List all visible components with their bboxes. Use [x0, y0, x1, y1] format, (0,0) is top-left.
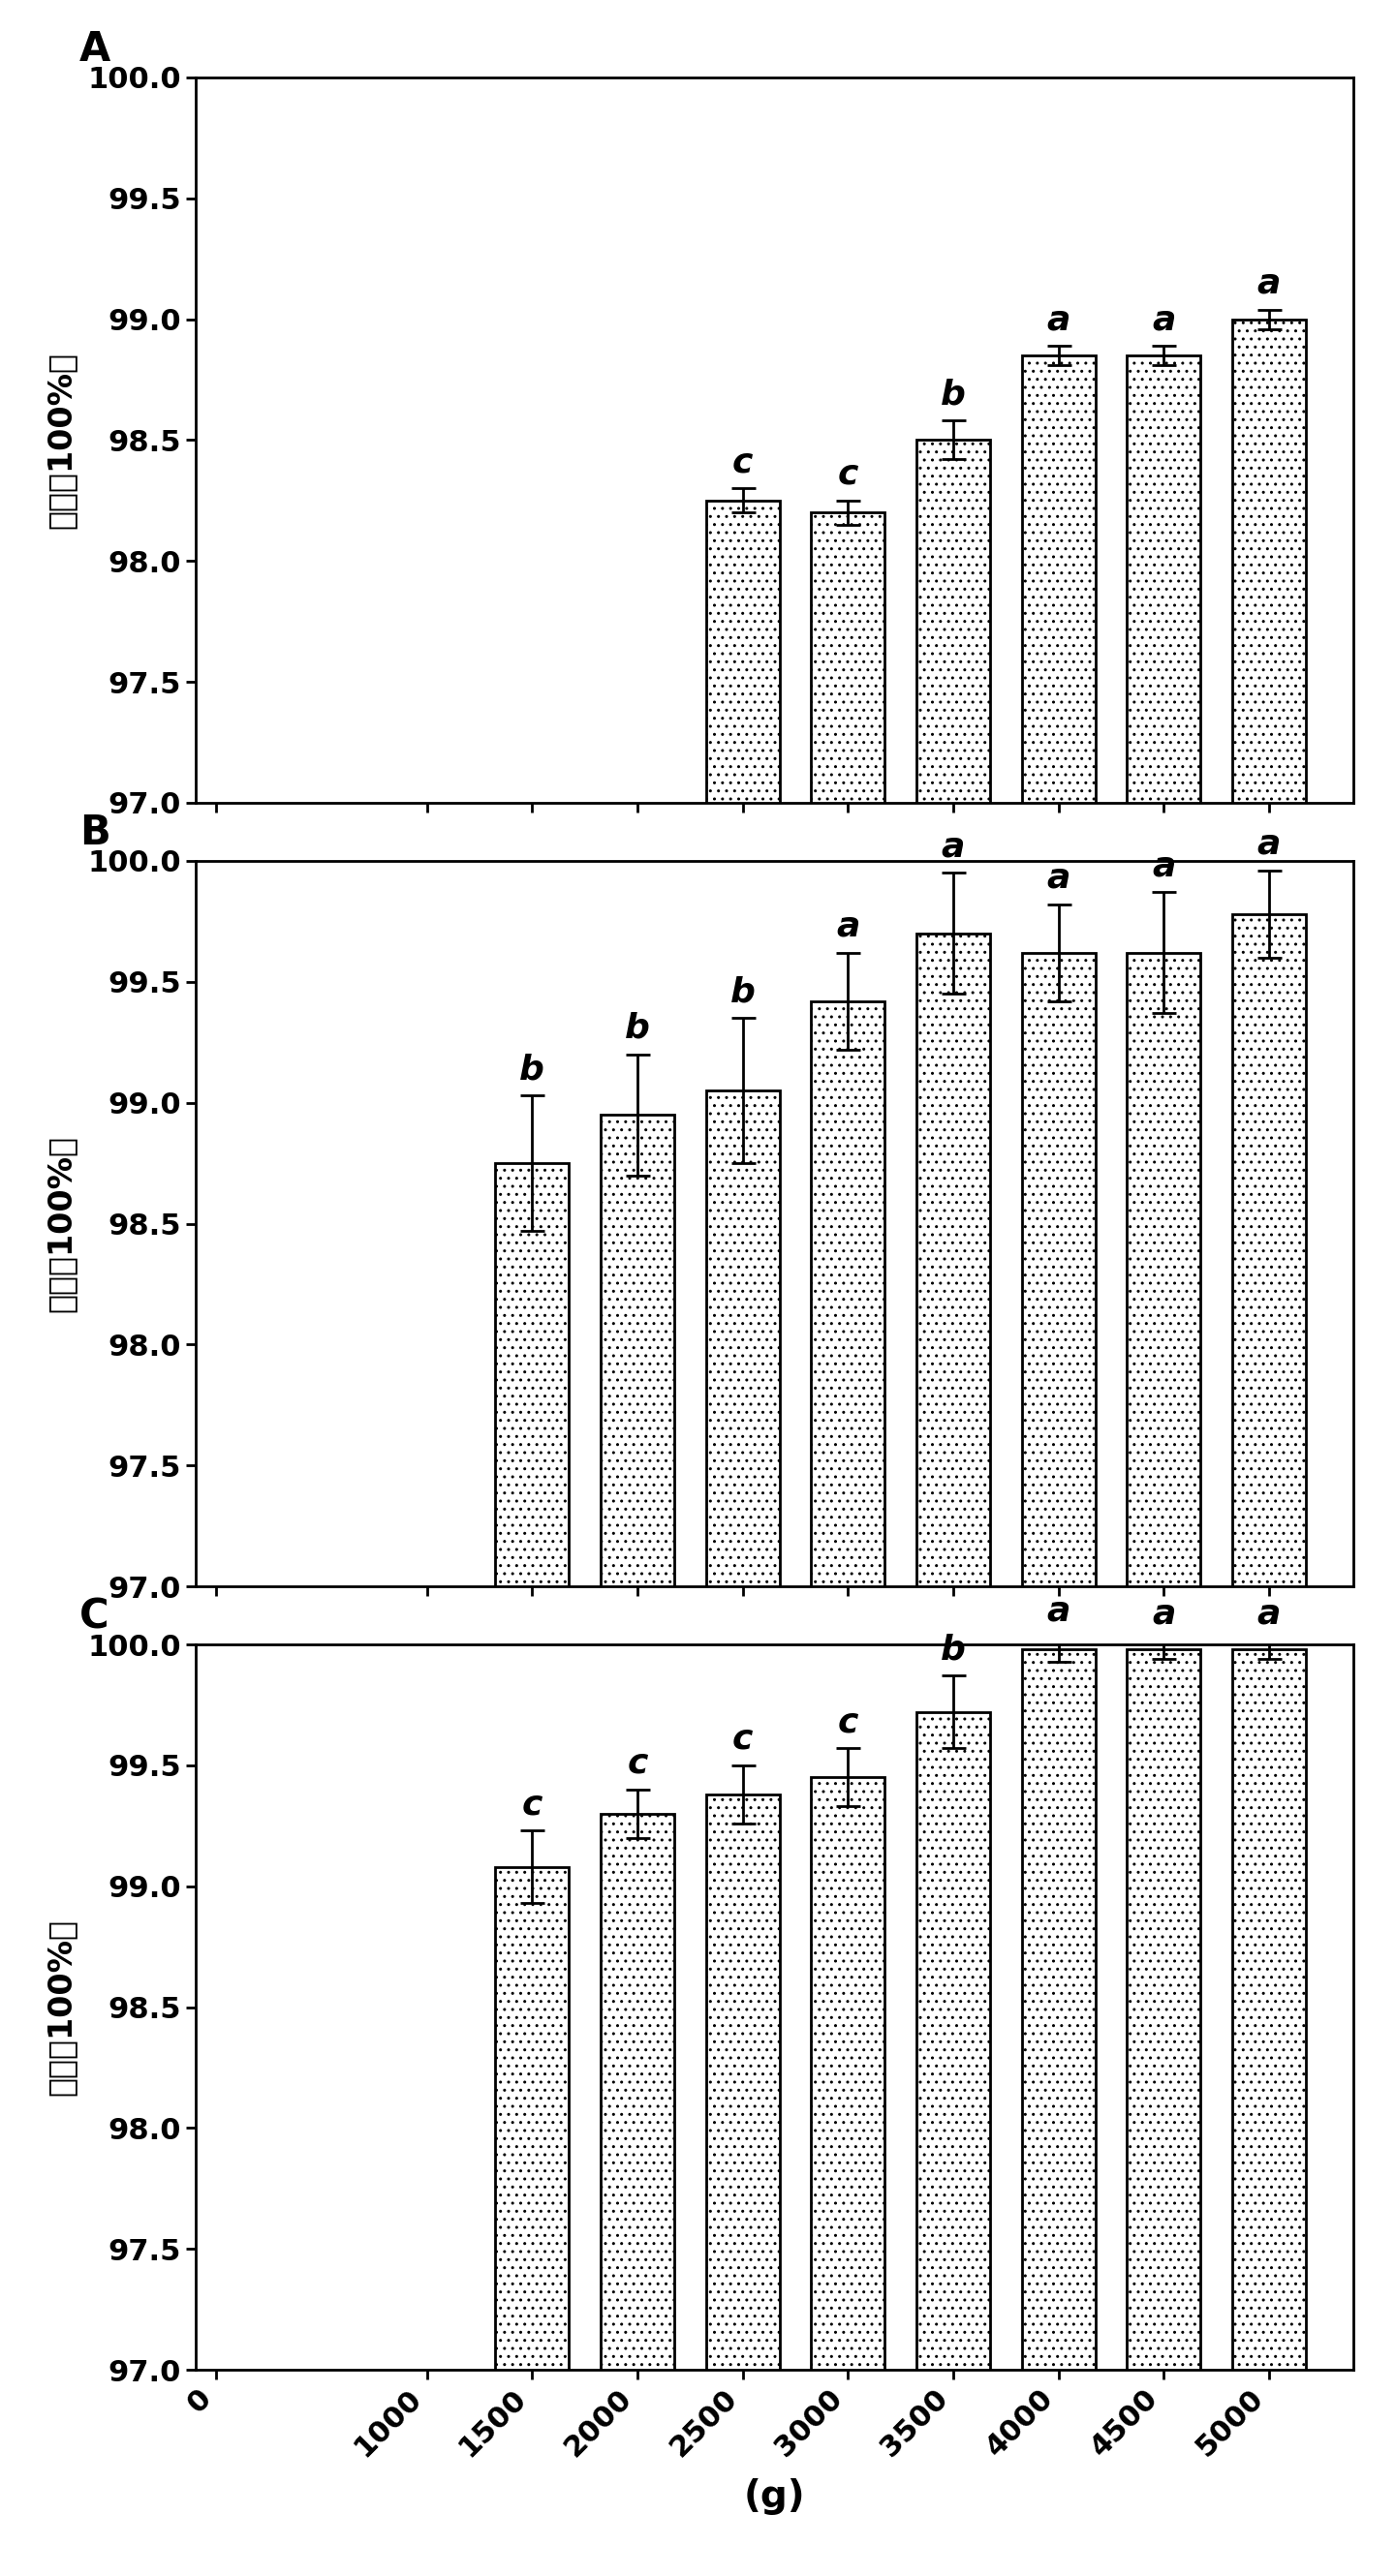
Text: C: C: [80, 1597, 109, 1638]
Text: a: a: [836, 909, 859, 943]
Text: c: c: [732, 1723, 753, 1757]
Text: a: a: [1046, 863, 1070, 894]
Bar: [1232, 1649, 1306, 2370]
Text: c: c: [522, 1788, 543, 1821]
Y-axis label: 纯度（100%）: 纯度（100%）: [45, 1919, 77, 2097]
Text: a: a: [1152, 1597, 1176, 1631]
Text: a: a: [1152, 850, 1176, 884]
Text: c: c: [837, 459, 858, 492]
Bar: [1021, 355, 1095, 804]
Text: a: a: [1257, 268, 1281, 299]
Bar: [917, 933, 990, 1587]
Bar: [600, 1814, 674, 2370]
Bar: [1021, 953, 1095, 1587]
Text: c: c: [732, 446, 753, 479]
Bar: [917, 440, 990, 804]
Text: b: b: [519, 1054, 544, 1084]
Text: c: c: [837, 1705, 858, 1739]
Bar: [810, 513, 884, 804]
Bar: [1127, 953, 1201, 1587]
Text: b: b: [940, 379, 965, 412]
Text: a: a: [1257, 1597, 1281, 1631]
Text: c: c: [626, 1747, 647, 1780]
Text: b: b: [730, 976, 755, 1007]
Text: a: a: [1046, 1595, 1070, 1628]
Text: a: a: [1152, 304, 1176, 335]
Bar: [706, 500, 780, 804]
Text: b: b: [625, 1012, 650, 1046]
Bar: [600, 1115, 674, 1587]
Y-axis label: 纯度（100%）: 纯度（100%）: [45, 1136, 77, 1311]
Bar: [495, 1164, 569, 1587]
Y-axis label: 纯度（100%）: 纯度（100%）: [45, 350, 77, 528]
Bar: [706, 1090, 780, 1587]
Bar: [1232, 914, 1306, 1587]
Bar: [1021, 1649, 1095, 2370]
Text: a: a: [1257, 827, 1281, 860]
Text: a: a: [942, 829, 965, 863]
Bar: [1127, 1649, 1201, 2370]
Bar: [810, 1002, 884, 1587]
Bar: [706, 1795, 780, 2370]
Bar: [495, 1868, 569, 2370]
Text: A: A: [80, 28, 110, 70]
Text: a: a: [1046, 304, 1070, 335]
Text: b: b: [940, 1633, 965, 1667]
Bar: [917, 1713, 990, 2370]
X-axis label: (g): (g): [744, 2478, 805, 2514]
Text: B: B: [80, 814, 110, 853]
Bar: [1127, 355, 1201, 804]
Bar: [1232, 319, 1306, 804]
Bar: [810, 1777, 884, 2370]
